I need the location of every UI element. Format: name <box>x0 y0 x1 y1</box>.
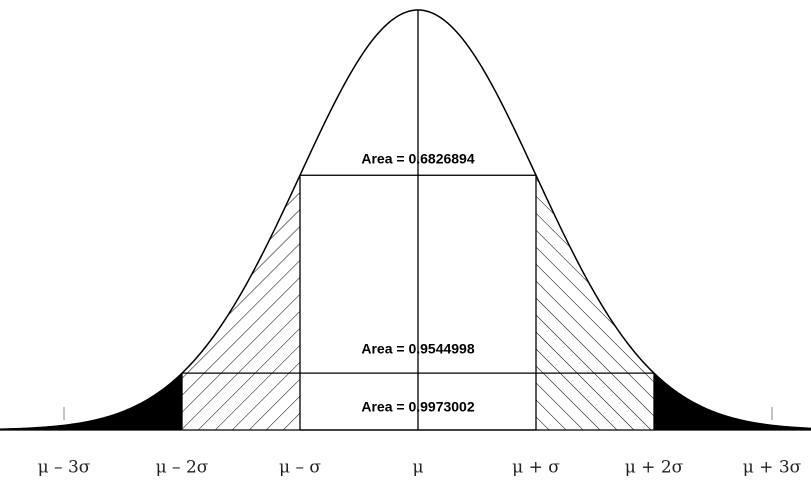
axis-label: μ + 2σ <box>625 458 684 478</box>
shapes <box>0 10 811 430</box>
axis-label: μ – σ <box>279 458 321 478</box>
axis-label: μ – 3σ <box>38 458 91 478</box>
area-label: Area = 0.6826894 <box>361 151 474 167</box>
axis-label: μ + σ <box>512 458 560 478</box>
normal-distribution-diagram: Area = 0.6826894 Area = 0.9544998 Area =… <box>0 0 811 485</box>
area-label: Area = 0.9973002 <box>361 399 474 415</box>
area-label: Area = 0.9544998 <box>361 341 474 357</box>
axis-label: μ – 2σ <box>156 458 209 478</box>
axis-label: μ <box>412 458 423 478</box>
axis-label: μ + 3σ <box>743 458 802 478</box>
tail-fill <box>654 373 811 430</box>
axis-labels: μ – 3σ μ – 2σ μ – σ μ μ + σ μ + 2σ μ + 3σ <box>38 458 802 478</box>
page: {"areas": ["Area = 0.6826894", "Area = 0… <box>0 0 811 485</box>
